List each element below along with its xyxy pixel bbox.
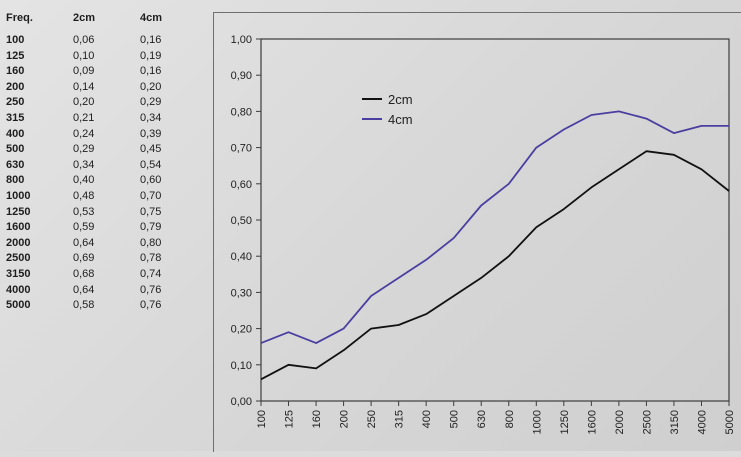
- line-chart: 0,00 0,10 0,20 0,30 0,40 0,50 0,60 0,70 0,80 0,90…: [231, 34, 736, 434]
- table-freq-cell: 100: [6, 34, 25, 46]
- table-value-cell: 0,34: [73, 158, 95, 171]
- x-tick-label: 5000: [724, 410, 736, 434]
- y-tick-label: 0,80: [231, 106, 252, 118]
- table-value-cell: 0,39: [140, 127, 162, 140]
- data-table: Freq. 2cm 4cm 100 0,06 0,16 125 0,10 0,19 160 0,09…: [0, 0, 210, 451]
- table-freq-cell: 160: [6, 65, 25, 78]
- table-value-cell: 0,06: [73, 34, 95, 46]
- x-tick-label: 1250: [559, 410, 571, 434]
- table-value-cell: 0,75: [140, 205, 162, 218]
- table-freq-cell: 1250: [6, 205, 31, 218]
- chart-frame: 0,00 0,10 0,20 0,30 0,40 0,50 0,60 0,70 0,80 0,90…: [213, 12, 741, 452]
- y-tick-label: 0,40: [231, 251, 252, 263]
- table-value-cell: 0,29: [140, 96, 162, 109]
- x-tick-label: 500: [449, 410, 461, 428]
- table-value-cell: 0,29: [73, 143, 95, 156]
- table-freq-cell: 400: [6, 127, 25, 140]
- y-tick-label: 0,50: [231, 215, 252, 227]
- table-freq-cell: 200: [6, 80, 25, 93]
- table-value-cell: 0,79: [140, 221, 162, 234]
- table-value-cell: 0,53: [73, 205, 95, 218]
- table-value-cell: 0,16: [140, 65, 162, 78]
- table-freq-cell: 800: [6, 174, 25, 187]
- table-value-cell: 0,54: [140, 158, 162, 171]
- table-freq-cell: 3150: [6, 268, 31, 280]
- y-tick-label: 0,60: [231, 179, 252, 191]
- table-freq-cell: 4000: [6, 283, 31, 296]
- y-tick-label: 0,20: [231, 324, 252, 336]
- x-tick-label: 250: [366, 410, 378, 428]
- x-tick-label: 200: [339, 410, 351, 428]
- table-value-cell: 0,14: [73, 80, 95, 93]
- x-tick-label: 630: [476, 410, 488, 428]
- table-freq-cell: 250: [6, 96, 25, 109]
- y-tick-label: 0,30: [231, 287, 252, 299]
- table-value-cell: 0,10: [73, 49, 95, 62]
- table-freq-cell: 630: [6, 158, 25, 171]
- table-value-cell: 0,34: [140, 112, 162, 124]
- x-tick-label: 100: [256, 410, 268, 428]
- table-value-cell: 0,64: [73, 283, 95, 296]
- x-tick-label: 160: [311, 410, 323, 428]
- y-tick-label: 0,90: [231, 70, 252, 82]
- table-value-cell: 0,70: [140, 190, 162, 202]
- table-value-cell: 0,20: [73, 96, 95, 109]
- series-line-2cm: [260, 150, 730, 381]
- table-value-cell: 0,58: [73, 299, 95, 312]
- table-freq-cell: 1000: [6, 190, 31, 202]
- y-tick-label: 0,00: [231, 396, 252, 408]
- table-value-cell: 0,80: [140, 236, 162, 249]
- table-value-cell: 0,69: [73, 252, 95, 265]
- table-value-cell: 0,20: [140, 80, 162, 93]
- table-value-cell: 0,48: [73, 190, 95, 202]
- table-value-cell: 0,60: [140, 174, 162, 187]
- table-freq-cell: 1600: [6, 221, 31, 234]
- x-tick-label: 315: [394, 410, 406, 428]
- table-header-0: Freq.: [6, 12, 33, 24]
- table-header-2: 4cm: [140, 12, 163, 24]
- table-value-cell: 0,16: [140, 34, 162, 46]
- table-freq-cell: 500: [6, 143, 25, 156]
- table-value-cell: 0,09: [73, 65, 95, 78]
- x-tick-label: 2000: [614, 410, 626, 434]
- x-tick-label: 400: [421, 410, 433, 428]
- y-tick-label: 1,00: [231, 34, 252, 46]
- table-value-cell: 0,19: [140, 49, 162, 62]
- table-value-cell: 0,24: [73, 127, 95, 140]
- legend-label: 4cm: [388, 112, 413, 127]
- table-value-cell: 0,64: [73, 236, 95, 249]
- y-tick-label: 0,10: [231, 360, 252, 372]
- table-value-cell: 0,59: [73, 221, 95, 234]
- x-tick-label: 3150: [669, 410, 681, 434]
- table-value-cell: 0,76: [140, 283, 162, 296]
- plot-area: [260, 38, 730, 402]
- table-header-1: 2cm: [73, 12, 96, 24]
- legend-label: 2cm: [388, 92, 413, 107]
- y-tick-label: 0,70: [231, 143, 252, 155]
- x-tick-label: 1600: [586, 410, 598, 434]
- x-tick-label: 800: [504, 410, 516, 428]
- table-freq-cell: 315: [6, 112, 25, 124]
- table-freq-cell: 2500: [6, 252, 31, 265]
- x-tick-label: 125: [284, 410, 296, 428]
- table-value-cell: 0,68: [73, 268, 95, 280]
- table-freq-cell: 5000: [6, 299, 31, 312]
- table-freq-cell: 2000: [6, 236, 31, 249]
- x-tick-label: 1000: [531, 410, 543, 434]
- table-value-cell: 0,76: [140, 299, 162, 312]
- table-value-cell: 0,40: [73, 174, 95, 187]
- table-value-cell: 0,21: [73, 112, 95, 124]
- table-value-cell: 0,45: [140, 143, 162, 156]
- x-tick-label: 4000: [696, 410, 708, 434]
- table-value-cell: 0,74: [140, 268, 162, 280]
- table-freq-cell: 125: [6, 49, 25, 62]
- table-value-cell: 0,78: [140, 252, 162, 265]
- series-line-4cm: [260, 110, 729, 345]
- x-tick-label: 2500: [641, 410, 653, 434]
